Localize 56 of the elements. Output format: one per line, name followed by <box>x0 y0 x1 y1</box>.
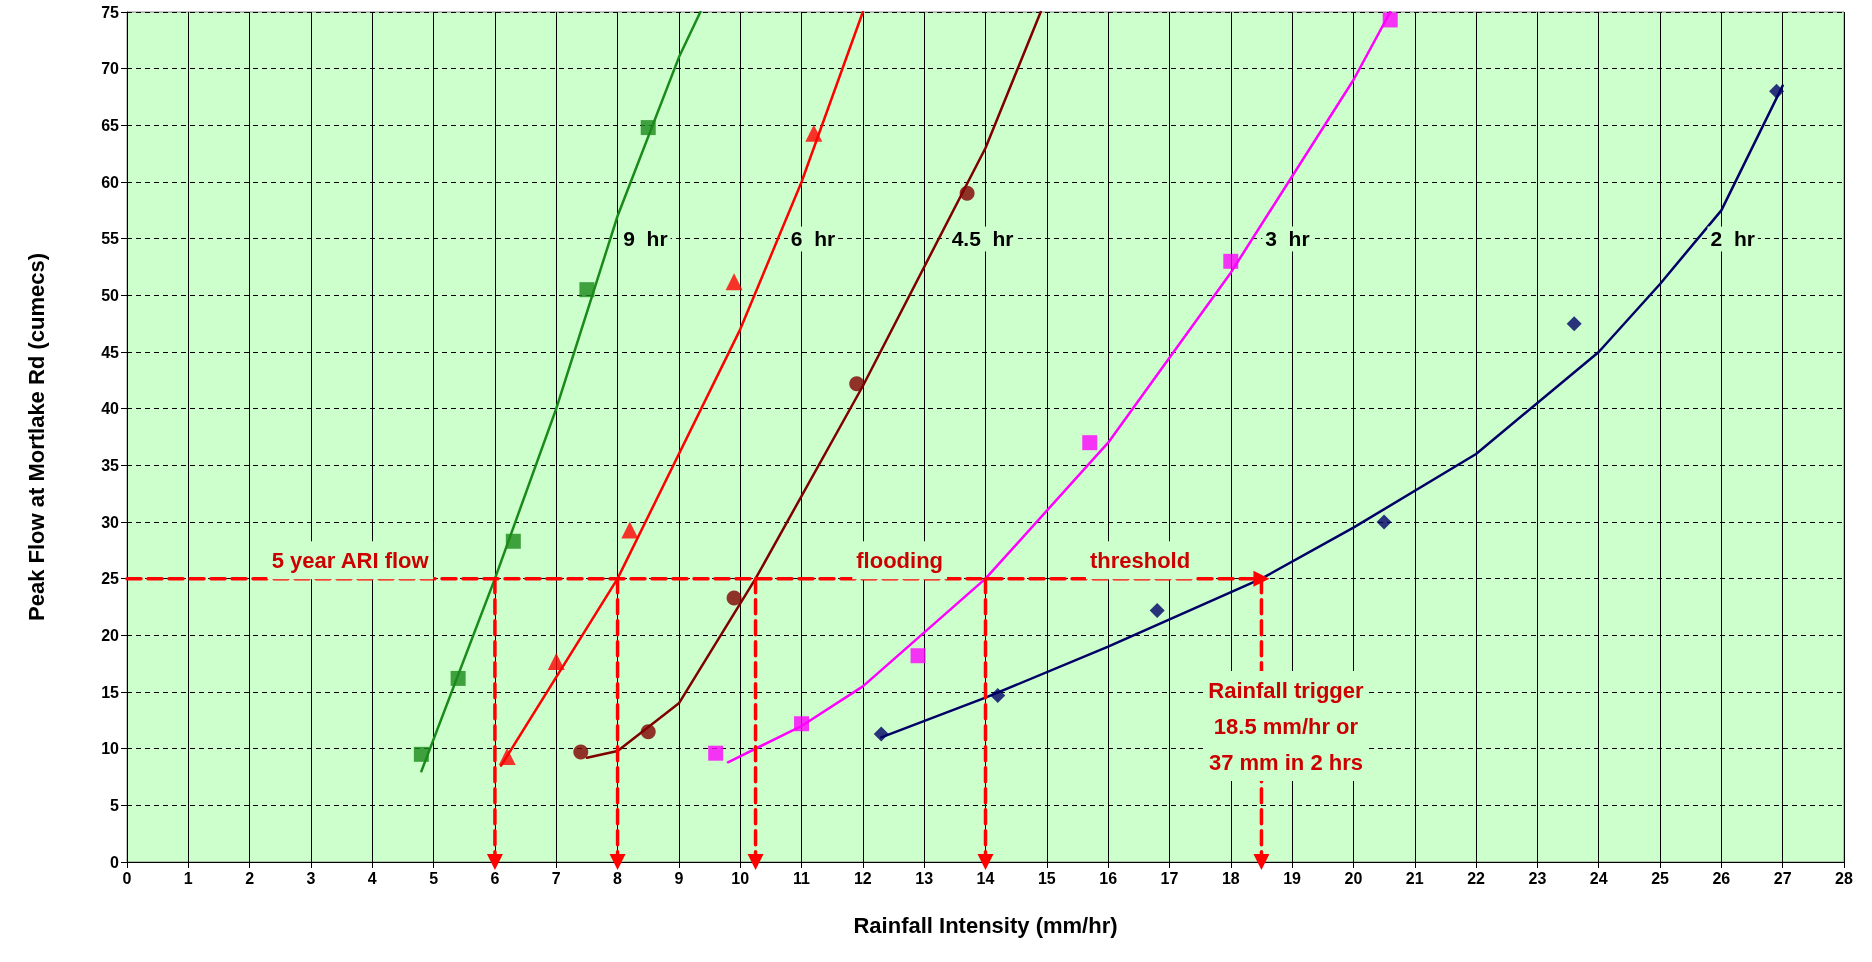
x-tick-label: 12 <box>853 869 872 887</box>
y-tick-label: 25 <box>101 570 120 588</box>
y-tick-label: 45 <box>101 343 120 361</box>
y-axis-title: Peak Flow at Mortlake Rd (cumecs) <box>23 253 49 621</box>
x-axis-title: Rainfall Intensity (mm/hr) <box>853 912 1118 938</box>
series-label: 4.5 hr <box>951 227 1014 251</box>
x-tick-label: 8 <box>613 869 623 887</box>
y-tick-label: 40 <box>101 400 120 418</box>
x-tick-label: 20 <box>1344 869 1363 887</box>
annotation: 5 year ARI flow <box>271 547 430 573</box>
y-tick-label: 0 <box>110 853 120 871</box>
y-tick-label: 20 <box>101 626 120 644</box>
x-tick-label: 6 <box>490 869 500 887</box>
x-tick-label: 28 <box>1835 869 1853 887</box>
y-tick-label: 50 <box>101 286 120 304</box>
series-label: 3 hr <box>1265 227 1310 251</box>
x-tick-label: 23 <box>1528 869 1547 887</box>
y-tick-label: 15 <box>101 683 120 701</box>
x-tick-label: 4 <box>367 869 377 887</box>
series-label: 9 hr <box>623 227 668 251</box>
x-tick-label: 11 <box>793 869 811 887</box>
x-tick-label: 14 <box>976 869 995 887</box>
y-tick-label: 60 <box>101 173 120 191</box>
x-tick-label: 9 <box>674 869 684 887</box>
annotation: flooding <box>856 547 944 573</box>
y-tick-label: 35 <box>101 456 120 474</box>
x-tick-label: 24 <box>1589 869 1608 887</box>
x-tick-label: 21 <box>1405 869 1424 887</box>
x-tick-label: 3 <box>306 869 316 887</box>
x-tick-label: 13 <box>915 869 934 887</box>
x-tick-label: 5 <box>429 869 439 887</box>
y-tick-label: 30 <box>101 513 120 531</box>
series-label: 6 hr <box>790 227 836 251</box>
x-tick-label: 25 <box>1651 869 1670 887</box>
y-tick-label: 5 <box>110 796 120 814</box>
x-tick-label: 10 <box>731 869 750 887</box>
x-tick-label: 26 <box>1712 869 1731 887</box>
y-tick-label: 10 <box>101 740 120 758</box>
x-tick-label: 22 <box>1467 869 1486 887</box>
y-tick-label: 70 <box>101 60 120 78</box>
x-tick-label: 15 <box>1037 869 1056 887</box>
y-tick-label: 55 <box>101 230 120 248</box>
y-tick-label: 75 <box>101 3 120 21</box>
x-tick-label: 18 <box>1221 869 1240 887</box>
x-tick-label: 16 <box>1099 869 1118 887</box>
x-tick-label: 2 <box>245 869 255 887</box>
x-tick-label: 17 <box>1160 869 1179 887</box>
x-tick-label: 7 <box>551 869 561 887</box>
y-tick-label: 65 <box>101 116 120 134</box>
x-tick-label: 0 <box>122 869 132 887</box>
x-tick-label: 27 <box>1773 869 1792 887</box>
annotation: Rainfall trigger 18.5 mm/hr or 37 mm in 2 hrs <box>1208 677 1365 775</box>
annotation: threshold <box>1089 547 1191 573</box>
x-tick-label: 1 <box>183 869 193 887</box>
x-tick-label: 19 <box>1283 869 1302 887</box>
series-label: 2 hr <box>1710 227 1755 251</box>
